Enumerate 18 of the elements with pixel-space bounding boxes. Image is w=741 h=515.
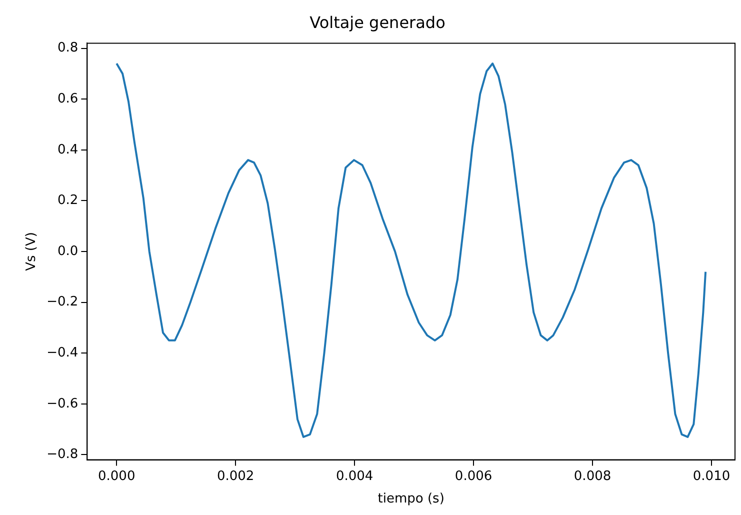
y-tick-label: −0.4 xyxy=(46,345,78,360)
y-tick-label: −0.6 xyxy=(46,396,78,412)
y-tick-label: 0.2 xyxy=(57,193,78,208)
y-tick-label: 0.8 xyxy=(57,40,78,56)
x-tick-label: 0.004 xyxy=(336,468,374,484)
y-tick-label: −0.8 xyxy=(46,447,78,462)
y-axis-title: Vs (V) xyxy=(24,232,40,271)
x-tick-label: 0.006 xyxy=(454,468,492,484)
x-tick-label: 0.008 xyxy=(574,468,612,484)
y-tick-label: −0.2 xyxy=(46,294,78,310)
y-tick-label: 0.6 xyxy=(57,91,78,106)
x-tick-label: 0.010 xyxy=(692,468,730,484)
x-tick-label: 0.002 xyxy=(216,468,254,484)
y-tick-label: 0.0 xyxy=(57,244,78,259)
x-axis-title: tiempo (s) xyxy=(378,492,444,507)
y-tick-label: 0.4 xyxy=(57,142,78,158)
chart-title: Voltaje generado xyxy=(310,12,446,32)
x-tick-label: 0.000 xyxy=(98,468,136,484)
